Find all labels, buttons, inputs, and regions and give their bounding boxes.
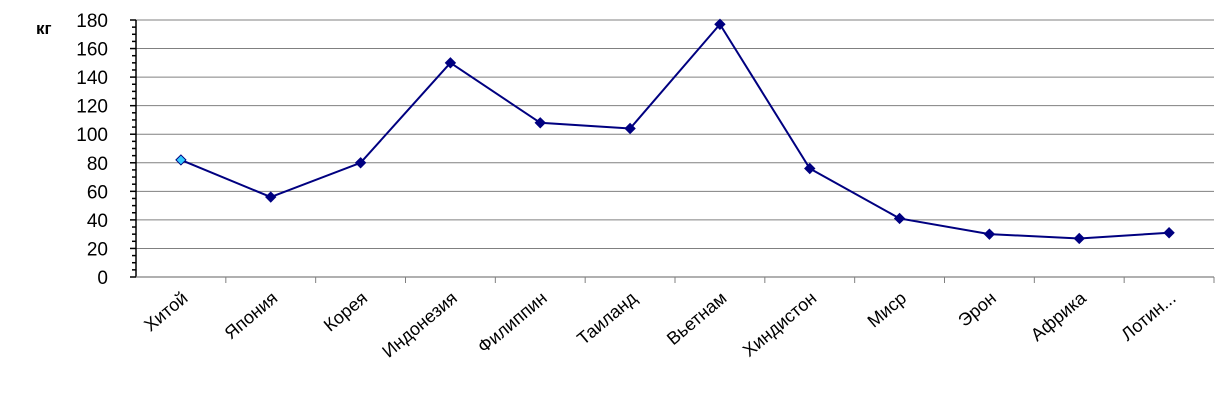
x-tick-label: Хитой — [140, 288, 191, 336]
y-axis-unit-label: кг — [36, 19, 52, 38]
x-tick-label: Хиндистон — [739, 288, 820, 361]
data-point — [983, 228, 996, 240]
data-point — [175, 154, 187, 166]
axes — [130, 19, 1215, 283]
series-line — [180, 22, 1170, 240]
data-point — [444, 57, 457, 69]
y-tick-label: 60 — [87, 182, 108, 203]
x-tick-label: Миср — [864, 288, 911, 332]
x-tick-labels: Хитой Япония Корея Индонезия Филиппин Таиланд… — [140, 287, 1179, 361]
x-tick-label: Лотин... — [1117, 288, 1179, 345]
y-tick-label: 0 — [97, 268, 108, 289]
x-tick-label: Эрон — [954, 288, 1000, 331]
data-point — [714, 18, 726, 30]
x-tick-label: Корея — [320, 288, 371, 336]
gridlines — [136, 19, 1214, 249]
data-point — [804, 162, 816, 175]
x-tick-label: Африка — [1027, 287, 1091, 345]
y-tick-labels: 0 20 40 60 80 100 120 140 160 180 — [76, 11, 108, 289]
x-tick-label: Филиппин — [474, 288, 551, 357]
x-tick-label: Япония — [221, 288, 282, 343]
data-point — [624, 122, 636, 135]
data-point — [354, 157, 367, 169]
y-tick-label: 100 — [76, 125, 108, 146]
data-point — [265, 191, 277, 203]
x-tick-label: Таиланд — [573, 287, 641, 348]
y-tick-label: 20 — [87, 239, 108, 260]
data-point — [534, 117, 546, 129]
series — [175, 18, 1175, 245]
y-tick-label: 120 — [76, 97, 108, 118]
y-tick-label: 40 — [87, 211, 108, 232]
y-tick-label: 80 — [87, 154, 108, 175]
data-point — [1073, 232, 1085, 245]
x-tick-label: Индонезия — [378, 288, 461, 362]
y-tick-label: 160 — [76, 40, 108, 61]
y-tick-label: 180 — [76, 11, 108, 32]
x-tick-label: Вьетнам — [663, 288, 731, 349]
y-tick-label: 140 — [76, 68, 108, 89]
data-point — [1163, 227, 1175, 239]
data-point — [893, 212, 906, 225]
